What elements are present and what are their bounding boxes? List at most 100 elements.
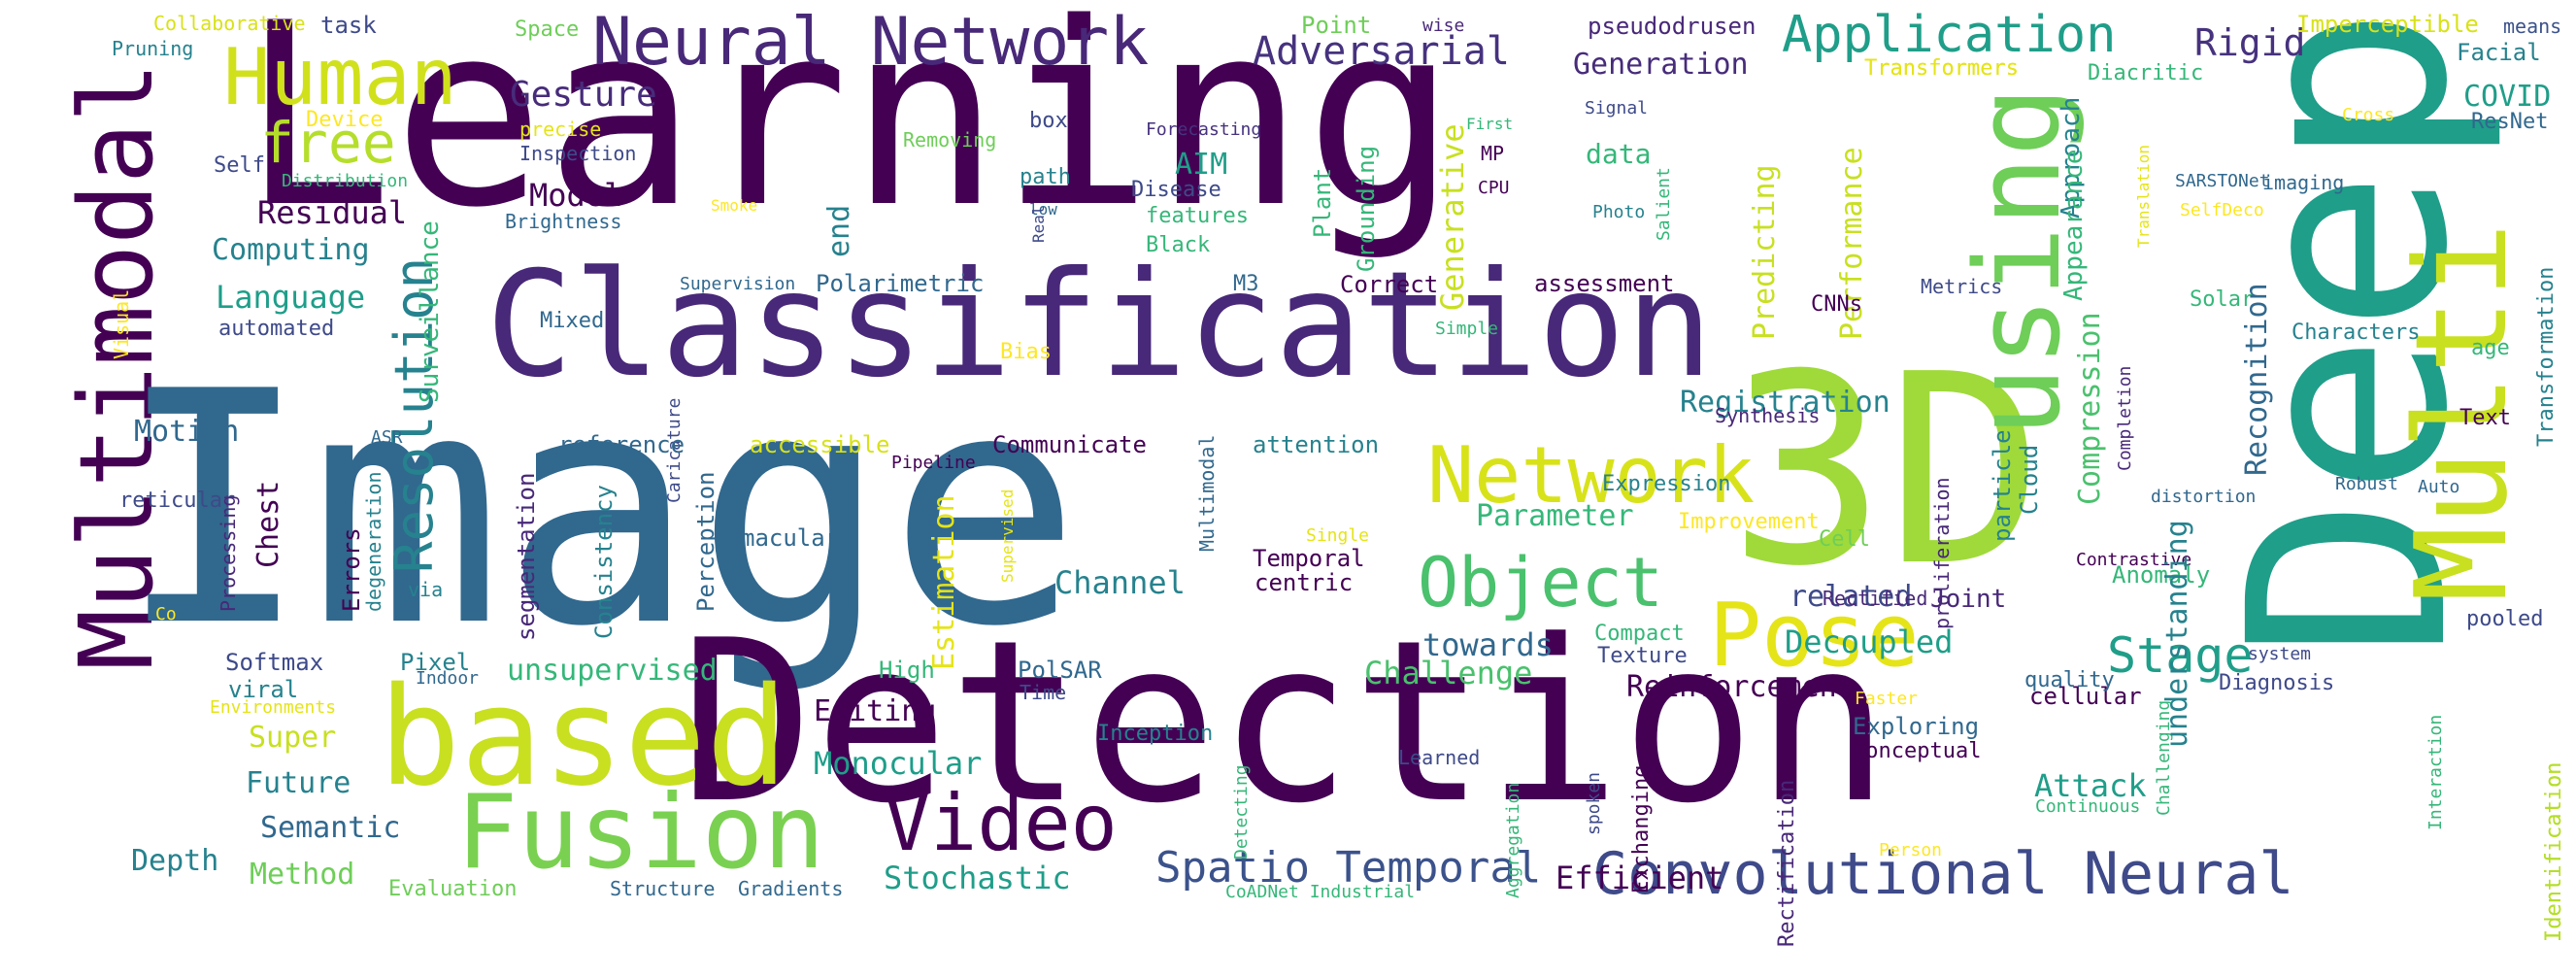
word: pooled [2466, 607, 2544, 631]
word: Application [1782, 6, 2117, 64]
word: AIM [1175, 148, 1228, 182]
word: Residual [257, 194, 408, 231]
word: Rectified [1823, 587, 1928, 610]
word: accessible [750, 431, 890, 458]
word: 3D [1728, 318, 2045, 624]
word: Photo [1592, 202, 1646, 222]
word: Errors [338, 527, 365, 612]
word: COVID [2463, 80, 2552, 114]
word: Supervised [998, 489, 1017, 583]
word: unsupervised [507, 654, 718, 688]
word: Channel [1054, 564, 1186, 601]
word: Decoupled [1785, 624, 1954, 660]
word: Future [246, 766, 351, 800]
word: Challenge [1364, 655, 1533, 691]
word: understanding [2160, 520, 2194, 748]
word: Point [1301, 12, 1372, 39]
word: Compact [1594, 622, 1685, 646]
word: Compression [2073, 312, 2107, 505]
word: Temporal [1253, 545, 1365, 572]
word: Aggregation [1503, 782, 1523, 898]
word: Facial [2457, 39, 2541, 66]
word: MP [1481, 142, 1505, 165]
word: distortion [2151, 487, 2257, 507]
word: Pixel [400, 649, 471, 676]
word: viral [228, 676, 299, 703]
word: Learning [241, 0, 1457, 263]
word: SARSTONet [2175, 171, 2270, 191]
word: Synthesis [1715, 404, 1821, 427]
word: macular [741, 524, 840, 552]
word: Completion [2115, 365, 2135, 471]
word: Inception [1097, 722, 1214, 746]
word: Structure [610, 877, 716, 900]
word: Metrics [1921, 275, 2003, 298]
word: Solar [2190, 287, 2255, 312]
word: First [1466, 115, 1514, 133]
word: Model [529, 177, 623, 214]
word: task [320, 12, 377, 39]
word: Pruning [112, 37, 194, 60]
word: Softmax [225, 649, 324, 676]
word: Anomaly [2112, 561, 2211, 589]
word: Joint [1930, 585, 2007, 614]
word: Single [1306, 525, 1370, 546]
word: cellular [2029, 683, 2142, 710]
word: Diagnosis [2219, 671, 2335, 695]
word: Recognition [2240, 283, 2274, 476]
word: Computing [212, 233, 370, 267]
word: Real [1029, 205, 1048, 243]
word: imaging [2262, 171, 2345, 194]
word: reference [558, 431, 686, 458]
word: Generation [1573, 48, 1749, 82]
word: Registration [1680, 386, 1890, 420]
word: Consistency [590, 485, 618, 639]
word: automated [218, 317, 335, 341]
word: Surveillance [416, 220, 445, 403]
word: Reinforcement [1626, 670, 1855, 704]
word: High [879, 657, 935, 684]
word: free [260, 110, 396, 176]
word: M3 [1233, 272, 1259, 296]
word: Gradients [738, 877, 844, 900]
word: Cell [1819, 527, 1870, 552]
word: Motion [134, 415, 240, 449]
word: spoken [1584, 771, 1604, 835]
word: based [379, 658, 788, 817]
word: Stage [2107, 627, 2254, 684]
word: Self [214, 153, 265, 178]
word: Perception [692, 471, 719, 613]
word: Predicting [1748, 164, 1782, 340]
word: Spatio Temporal [1155, 843, 1542, 893]
word: Image [117, 323, 1082, 696]
word: Transformation [2534, 266, 2559, 447]
word: Imperceptible [2296, 11, 2479, 38]
word: Signal [1585, 98, 1649, 118]
word: Rectification [1775, 779, 1799, 947]
word: Super [249, 721, 337, 755]
word: Parameter [1476, 499, 1634, 533]
word: Chest [251, 480, 285, 568]
word: features [1146, 204, 1249, 228]
word: Texture [1597, 644, 1688, 668]
word: end [822, 204, 856, 257]
word: Environments [210, 697, 337, 718]
word: means [2503, 15, 2562, 38]
word: reticular [119, 489, 236, 513]
word: Cloud [2016, 444, 2043, 515]
word: Processing [217, 494, 240, 612]
word: Forecasting [1146, 119, 1262, 140]
word: Collaborative [153, 12, 306, 35]
word: Time [1020, 681, 1067, 704]
word: Distribution [282, 171, 409, 191]
word: Exploring [1853, 713, 1980, 740]
word: CPU [1478, 178, 1510, 198]
word: Space [515, 17, 580, 42]
word: wise [1422, 16, 1465, 36]
word: Black [1146, 233, 1211, 257]
word: segmentation [513, 472, 540, 641]
word: Continuous [2035, 796, 2141, 817]
word: Indoor [416, 668, 480, 689]
word: Supervision [680, 274, 796, 294]
word: Co [155, 604, 177, 624]
